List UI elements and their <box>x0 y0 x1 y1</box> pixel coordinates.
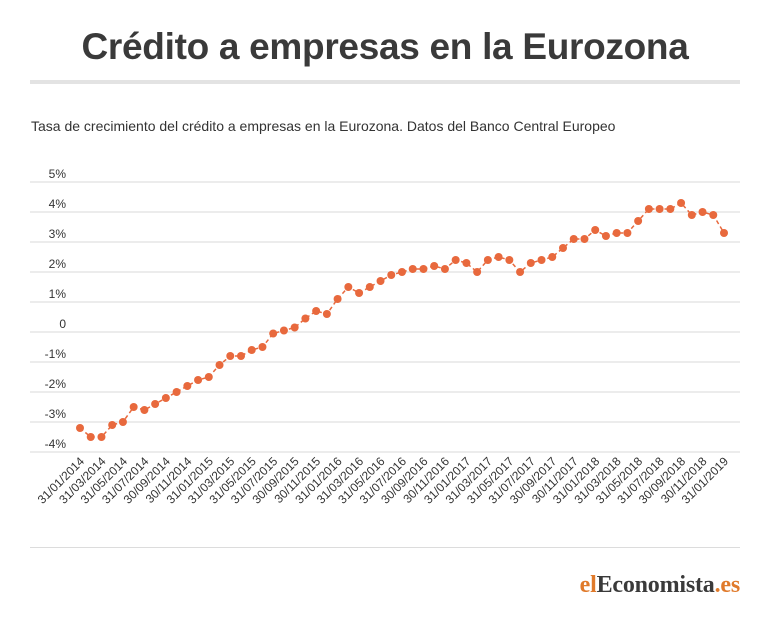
y-tick-label: 5% <box>49 167 67 181</box>
data-point[interactable] <box>569 235 578 243</box>
data-point[interactable] <box>591 226 600 234</box>
data-point[interactable] <box>97 433 106 441</box>
data-point[interactable] <box>666 205 675 213</box>
data-point[interactable] <box>183 382 192 390</box>
data-point[interactable] <box>172 388 181 396</box>
footer-divider <box>30 547 740 548</box>
data-point[interactable] <box>677 199 686 207</box>
data-point[interactable] <box>194 376 203 384</box>
data-point[interactable] <box>601 232 610 240</box>
data-point[interactable] <box>559 244 567 252</box>
y-tick-label: -4% <box>45 437 67 451</box>
title-divider <box>30 80 740 84</box>
data-point[interactable] <box>215 361 224 369</box>
y-tick-label: 3% <box>49 227 67 241</box>
series-line-path <box>79 202 725 438</box>
data-point[interactable] <box>698 208 707 216</box>
data-point[interactable] <box>687 211 696 219</box>
data-point[interactable] <box>655 205 664 213</box>
y-tick-label: -2% <box>45 377 67 391</box>
data-point[interactable] <box>151 400 160 408</box>
logo-suffix: .es <box>714 572 741 598</box>
logo-main: Economista <box>596 572 715 598</box>
data-point[interactable] <box>269 329 278 338</box>
y-tick-label: 2% <box>49 257 67 271</box>
y-tick-label: 4% <box>49 197 67 211</box>
data-point[interactable] <box>537 256 546 264</box>
series-line <box>79 202 725 438</box>
data-point[interactable] <box>365 283 374 291</box>
data-point[interactable] <box>419 265 428 273</box>
data-point[interactable] <box>322 310 331 318</box>
data-point[interactable] <box>355 289 364 297</box>
data-point[interactable] <box>86 433 95 441</box>
data-point[interactable] <box>516 268 525 276</box>
data-point[interactable] <box>505 256 514 264</box>
data-point[interactable] <box>118 418 127 426</box>
growth-line-chart: 5% 4% 3% 2% 1% 0 -1% -2% -3% -4% 31/01/201431/03/… <box>30 167 740 507</box>
data-point[interactable] <box>140 406 149 414</box>
data-point[interactable] <box>623 229 632 237</box>
data-point[interactable] <box>376 277 385 285</box>
data-point[interactable] <box>76 424 84 432</box>
data-point[interactable] <box>387 271 396 279</box>
data-point[interactable] <box>526 259 535 267</box>
data-point[interactable] <box>644 205 653 213</box>
data-point[interactable] <box>279 326 288 335</box>
data-point[interactable] <box>237 352 245 360</box>
data-point[interactable] <box>408 265 417 273</box>
series-points <box>76 199 728 441</box>
y-axis-ticks: 5% 4% 3% 2% 1% 0 -1% -2% -3% -4% <box>45 167 67 451</box>
brand-logo[interactable]: elEconomista.es <box>579 572 741 599</box>
data-point[interactable] <box>709 211 718 219</box>
data-point[interactable] <box>333 295 342 303</box>
data-point[interactable] <box>720 229 728 237</box>
data-point[interactable] <box>290 323 299 332</box>
data-point[interactable] <box>226 352 235 360</box>
y-tick-label: 0 <box>59 317 66 331</box>
data-point[interactable] <box>483 256 492 264</box>
y-tick-label: -1% <box>45 347 67 361</box>
y-tick-label: 1% <box>49 287 67 301</box>
x-axis-ticks: 31/01/201431/03/201431/05/201431/07/2014… <box>35 454 732 507</box>
data-point[interactable] <box>258 343 267 351</box>
page-title: Crédito a empresas en la Eurozona <box>81 26 689 67</box>
data-point[interactable] <box>634 217 643 225</box>
y-tick-label: -3% <box>45 407 67 421</box>
data-point[interactable] <box>580 235 589 243</box>
data-point[interactable] <box>548 253 557 261</box>
data-point[interactable] <box>451 256 460 264</box>
gridlines <box>30 181 740 453</box>
data-point[interactable] <box>473 268 482 276</box>
data-point[interactable] <box>204 373 213 381</box>
data-point[interactable] <box>462 259 471 267</box>
data-point[interactable] <box>494 253 503 261</box>
data-point[interactable] <box>430 262 439 270</box>
data-point[interactable] <box>398 268 406 276</box>
data-point[interactable] <box>247 346 256 354</box>
data-point[interactable] <box>612 229 621 237</box>
data-point[interactable] <box>161 394 170 402</box>
data-point[interactable] <box>440 265 449 273</box>
data-point[interactable] <box>344 283 353 291</box>
data-point[interactable] <box>312 307 321 315</box>
data-point[interactable] <box>301 314 310 323</box>
data-point[interactable] <box>129 403 138 411</box>
logo-prefix: el <box>579 572 597 598</box>
chart-subtitle: Tasa de crecimiento del crédito a empres… <box>31 118 616 134</box>
data-point[interactable] <box>108 421 117 429</box>
